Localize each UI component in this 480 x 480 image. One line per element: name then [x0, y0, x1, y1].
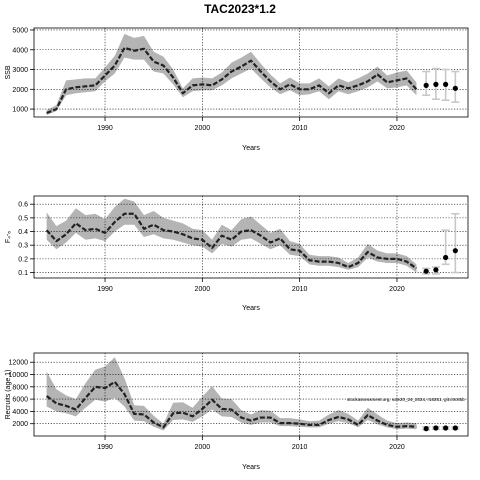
recruits-band-area: [46, 357, 417, 431]
recruits-annotation: stockassessment.org, sole20_24_2024, r18…: [347, 397, 465, 402]
recruits-grid: [34, 353, 468, 436]
ssb-x-tick-label-2000: 2000: [195, 125, 211, 132]
ssb-y-tick-label-1000: 1000: [12, 107, 28, 114]
recruits-y-tick-label-4000: 4000: [12, 409, 28, 416]
recruits-x-tick-label-2000: 2000: [195, 444, 211, 451]
f-median-path: [45, 212, 418, 270]
ssb-y-axis-label: SSB: [5, 65, 12, 79]
f-band-area: [46, 198, 417, 273]
f-projection: [422, 212, 460, 275]
recruits-axes: 1990 2000 2010 2020 2000 4000 6000 8000 10000 120…: [9, 352, 469, 451]
recruits-median-path: [45, 380, 417, 429]
ssb-x-tick-label-1990: 1990: [97, 125, 113, 132]
ssb-median-line: [46, 46, 418, 115]
recruits-proj-point-2026: [452, 425, 458, 431]
f-y-tick-label-0_3: 0.3: [18, 243, 28, 250]
recruits-y-tick-label-12000: 12000: [9, 360, 29, 367]
ssb-grid: [34, 28, 468, 117]
f-proj-point-2023: [423, 268, 429, 274]
recruits-median-line: [45, 380, 417, 429]
ssb-band-area: [46, 33, 417, 116]
recruits-confidence-band: [46, 357, 417, 431]
recruits-x-axis-label: Years: [242, 464, 260, 471]
recruits-x-tick-label-1990: 1990: [97, 444, 113, 451]
ssb-proj-point-2026: [452, 85, 458, 91]
f-confidence-band: [46, 198, 417, 273]
ssb-y-tick-label-5000: 5000: [12, 27, 28, 34]
ssb-plot-frame: [33, 27, 469, 118]
recruits-panel: 1990 2000 2010 2020 2000 4000 6000 8000 10000 120…: [5, 352, 469, 471]
ssb-proj-point-2024: [433, 81, 439, 87]
f-y-tick-label-0_4: 0.4: [18, 229, 28, 236]
f-plot-frame: [33, 195, 469, 279]
ssb-projection: [422, 67, 460, 103]
ssb-proj-point-2025: [443, 81, 449, 87]
chart-title: TAC2023*1.2: [204, 2, 276, 16]
recruits-proj-point-2023: [423, 426, 429, 432]
f-y-tick-label-0_6: 0.6: [18, 202, 28, 209]
recruits-proj-point-2025: [443, 425, 449, 431]
f-y-axis-label: F₄-₆: [5, 231, 12, 243]
ssb-y-tick-label-2000: 2000: [12, 87, 28, 94]
recruits-y-tick-label-10000: 10000: [9, 372, 29, 379]
f-proj-point-2024: [433, 267, 439, 273]
ssb-median-path: [46, 46, 418, 115]
f-y-tick-label-0_2: 0.2: [18, 256, 28, 263]
f-x-tick-label-1990: 1990: [97, 286, 113, 293]
recruits-y-axis-label: Recruits (age 1): [5, 370, 12, 420]
ssb-confidence-band: [46, 33, 417, 116]
f-y-tick-label-0_1: 0.1: [18, 270, 28, 277]
ssb-proj-point-2023: [423, 82, 429, 88]
f-x-tick-label-2000: 2000: [195, 286, 211, 293]
ssb-axes: 1990 2000 2010 2020 1000 2000 3000 4000 5000: [12, 27, 469, 132]
f-proj-point-2026: [452, 248, 458, 254]
f-axes: 1990 2000 2010 2020 0.1 0.2 0.3 0.4 0.5 0.6: [18, 195, 469, 293]
ssb-x-tick-label-2020: 2020: [389, 125, 405, 132]
f-median-line: [45, 212, 418, 270]
recruits-y-tick-label-6000: 6000: [12, 397, 28, 404]
recruits-proj-point-2024: [433, 425, 439, 431]
f-x-tick-label-2010: 2010: [292, 286, 308, 293]
ssb-panel: 1990 2000 2010 2020 1000 2000 3000 4000 5000 SSB…: [5, 27, 469, 152]
recruits-x-tick-label-2020: 2020: [389, 444, 405, 451]
ssb-y-tick-label-4000: 4000: [12, 47, 28, 54]
ssb-y-tick-label-3000: 3000: [12, 67, 28, 74]
ssb-x-tick-label-2010: 2010: [292, 125, 308, 132]
recruits-projection: [422, 425, 460, 432]
f-y-tick-label-0_5: 0.5: [18, 215, 28, 222]
f-proj-point-2025: [443, 254, 449, 261]
f-grid: [34, 196, 468, 278]
recruits-x-tick-label-2010: 2010: [292, 444, 308, 451]
f-x-tick-label-2020: 2020: [389, 286, 405, 293]
recruits-y-tick-label-8000: 8000: [12, 384, 28, 391]
ssb-x-axis-label: Years: [242, 145, 260, 152]
f-x-axis-label: Years: [242, 305, 260, 312]
recruits-y-tick-label-2000: 2000: [12, 421, 28, 428]
recruits-plot-frame: [33, 352, 469, 437]
